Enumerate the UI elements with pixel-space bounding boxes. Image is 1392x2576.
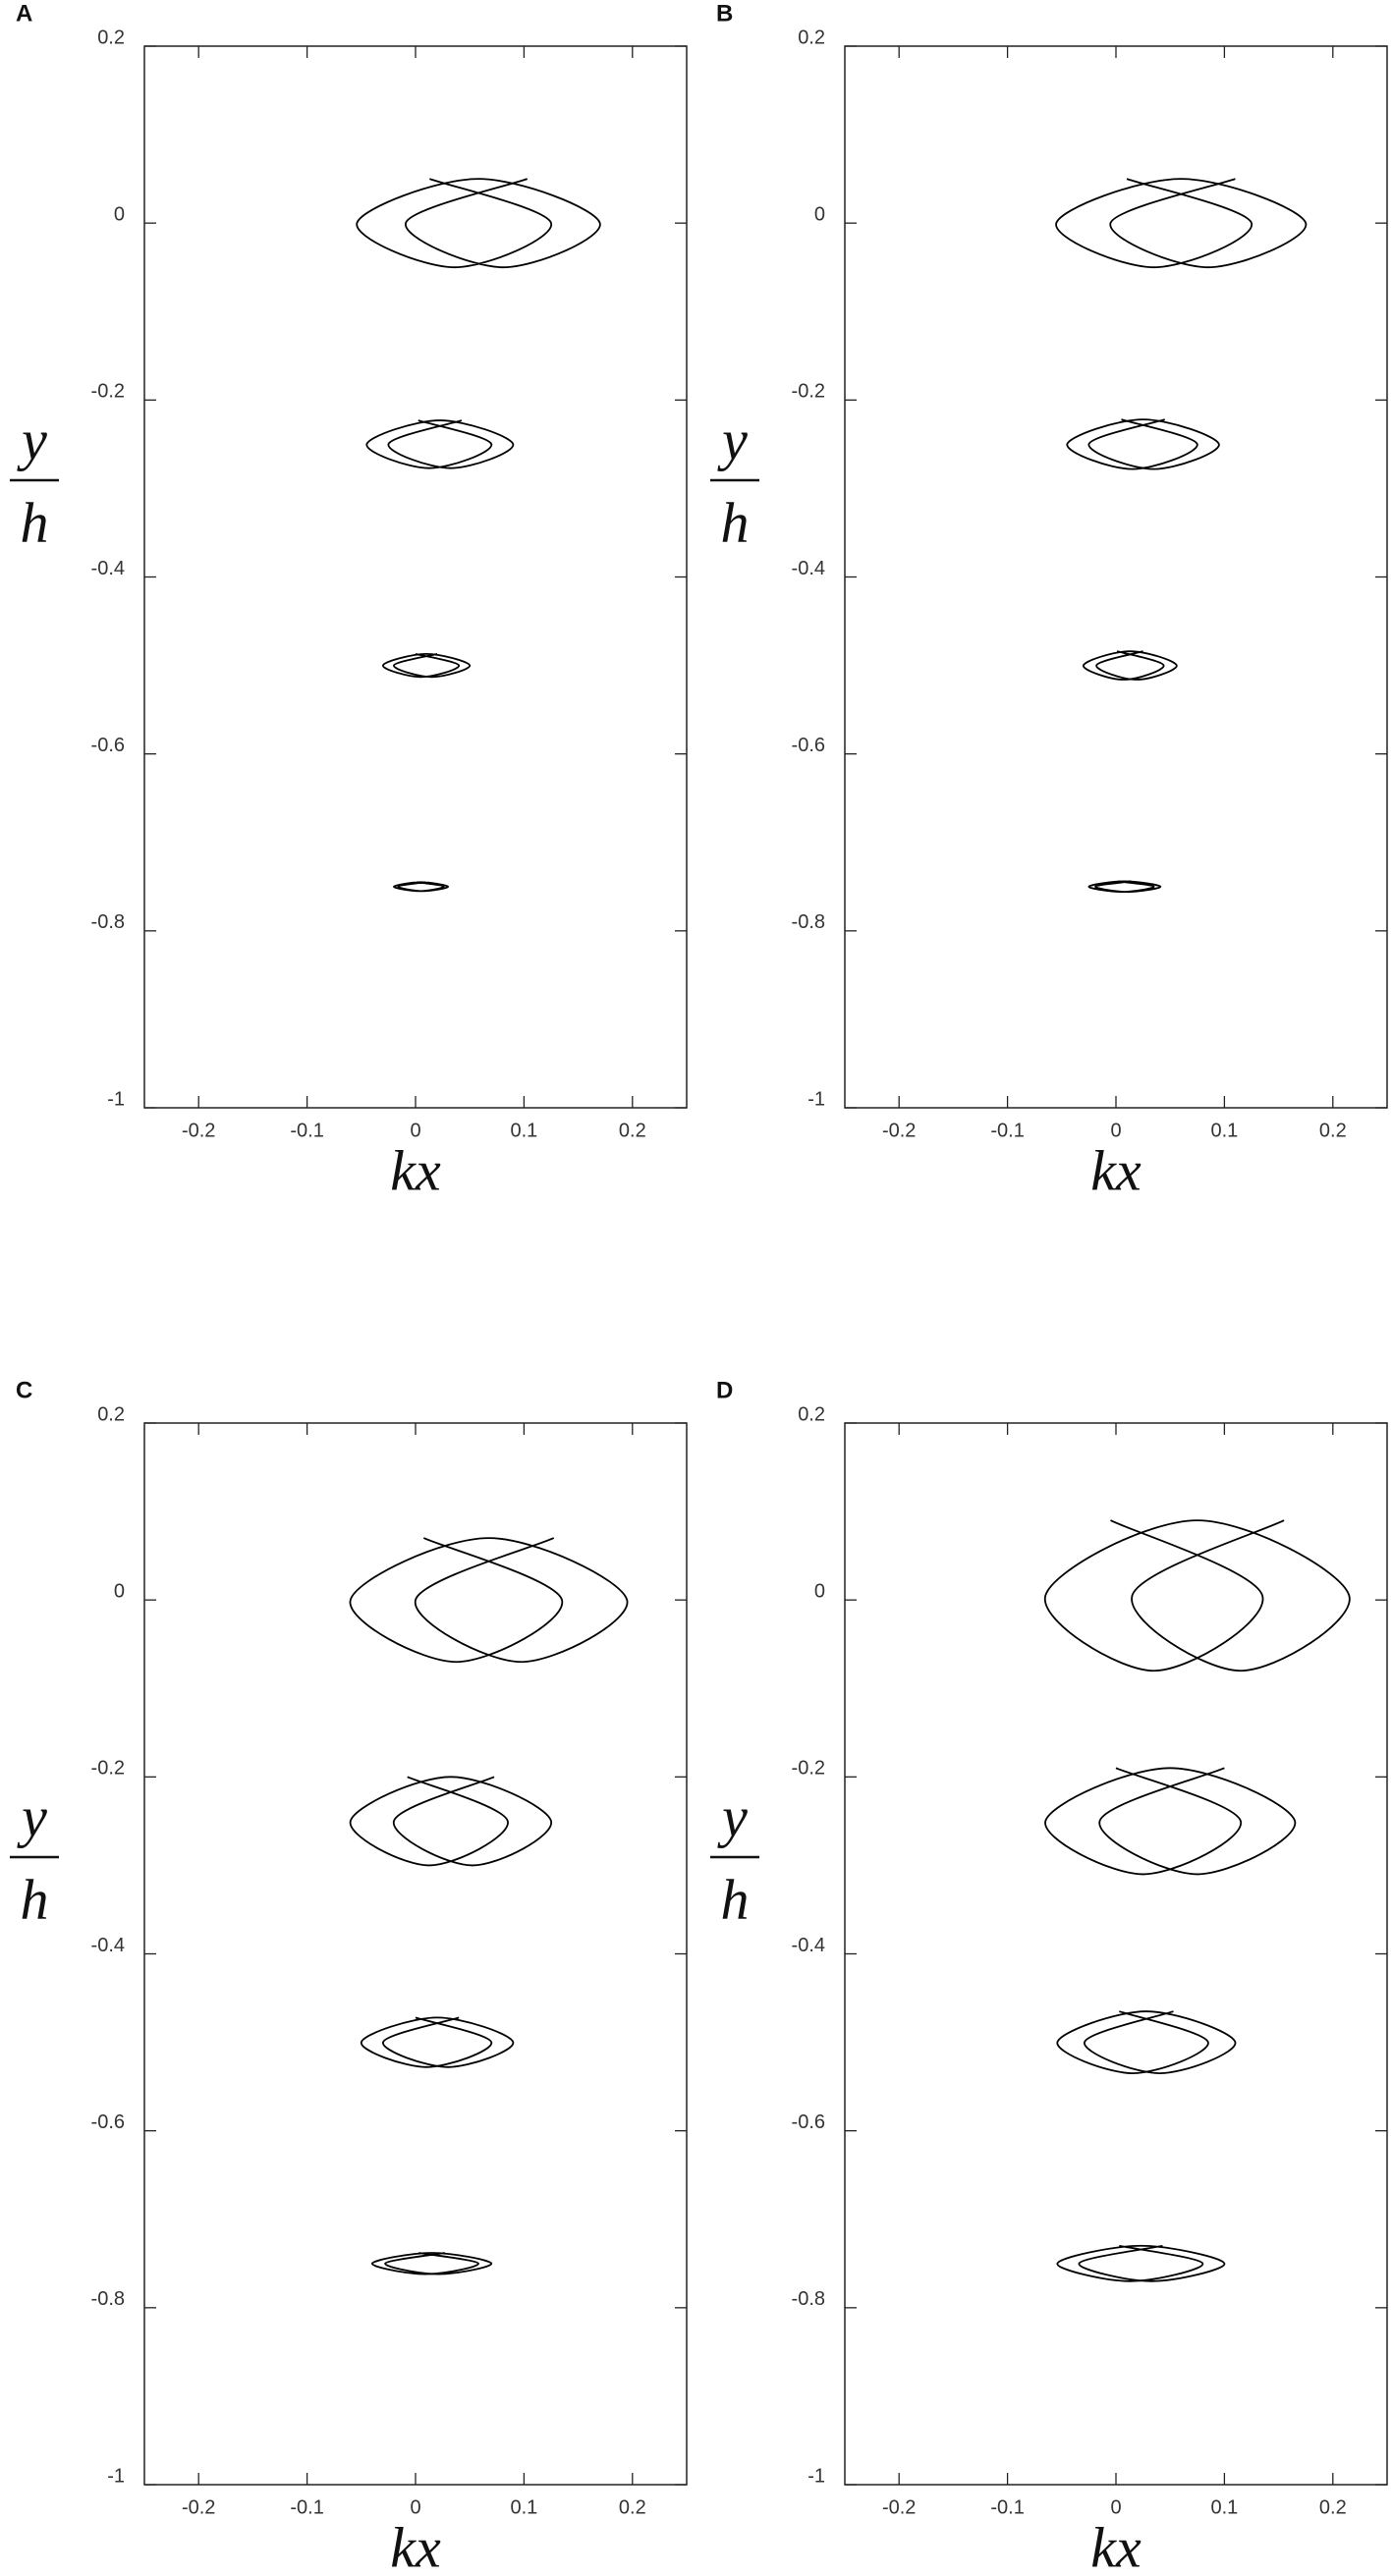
x-tick-label: 0	[1110, 2496, 1121, 2518]
y-tick-label: -0.6	[792, 735, 825, 756]
y-tick-label: -0.4	[792, 558, 825, 579]
trajectory	[1082, 650, 1178, 681]
y-tick-label: -0.4	[91, 1935, 125, 1956]
x-tick-label: -0.1	[990, 1120, 1024, 1141]
y-tick-label: 0.2	[97, 27, 125, 48]
x-tick-label: -0.1	[990, 2496, 1024, 2518]
panel-letter: D	[716, 1377, 733, 1403]
x-tick-label: 0.1	[1210, 1120, 1238, 1141]
panel-letter: A	[16, 0, 32, 27]
trajectory	[1056, 2010, 1237, 2075]
x-axis-label: kx	[390, 1138, 441, 1202]
trajectory	[370, 2252, 493, 2275]
y-tick-label: -1	[107, 2465, 125, 2487]
x-tick-label: -0.2	[882, 2496, 916, 2518]
x-tick-label: 0.1	[510, 1120, 537, 1141]
x-axis-label: kx	[390, 2515, 441, 2576]
x-tick-label: 0.2	[619, 2496, 646, 2518]
y-tick-label: 0	[114, 203, 125, 225]
plot-frame	[844, 45, 1388, 1109]
x-tick-label: 0	[410, 2496, 420, 2518]
panel-letter: C	[16, 1377, 32, 1403]
y-tick-label: -0.2	[91, 1758, 125, 1780]
y-tick-label: -0.8	[91, 2288, 125, 2310]
y-tick-label: -0.6	[792, 2111, 825, 2133]
x-tick-label: -0.2	[182, 1120, 215, 1141]
panel-letter: B	[716, 0, 733, 27]
y-tick-label: 0	[814, 1580, 825, 1602]
y-axis-label-numerator: y	[717, 1784, 748, 1848]
x-tick-label: 0.2	[619, 1120, 646, 1141]
y-axis-label-denominator: h	[721, 490, 750, 554]
y-axis-label-denominator: h	[21, 490, 49, 554]
trajectory	[1055, 178, 1308, 269]
y-tick-label: -0.2	[792, 1758, 825, 1780]
y-tick-label: -0.2	[91, 381, 125, 403]
trajectory	[1044, 1519, 1351, 1672]
plot-frame	[844, 1422, 1388, 2486]
y-axis-label-numerator: y	[17, 408, 47, 471]
trajectory	[381, 652, 472, 679]
x-tick-label: 0.2	[1319, 1120, 1347, 1141]
y-tick-label: -0.8	[792, 2288, 825, 2310]
plot-frame	[143, 45, 688, 1109]
trajectory	[1087, 880, 1162, 894]
x-tick-label: 0	[1110, 1120, 1121, 1141]
y-tick-label: -1	[807, 1088, 825, 1110]
y-axis-label-denominator: h	[721, 1867, 750, 1931]
x-tick-label: 0	[410, 1120, 420, 1141]
plot-frame	[143, 1422, 688, 2486]
y-tick-label: 0	[814, 203, 825, 225]
trajectory	[360, 2016, 515, 2068]
trajectory	[393, 881, 450, 893]
y-tick-label: -0.6	[91, 2111, 125, 2133]
y-axis-label-numerator: y	[17, 1784, 47, 1848]
x-tick-label: 0.2	[1319, 2496, 1347, 2518]
y-tick-label: -0.2	[792, 381, 825, 403]
x-tick-label: -0.1	[290, 2496, 323, 2518]
x-axis-label: kx	[1090, 2515, 1141, 2576]
y-tick-label: -1	[807, 2465, 825, 2487]
y-axis-label-numerator: y	[717, 408, 748, 471]
y-tick-label: -0.8	[792, 911, 825, 933]
x-tick-label: -0.2	[882, 1120, 916, 1141]
x-tick-label: 0.1	[510, 2496, 537, 2518]
trajectory	[1044, 1767, 1297, 1876]
y-axis-label-denominator: h	[21, 1867, 49, 1931]
x-tick-label: -0.2	[182, 2496, 215, 2518]
x-tick-label: -0.1	[290, 1120, 323, 1141]
y-tick-label: -0.6	[91, 735, 125, 756]
x-tick-label: 0.1	[1210, 2496, 1238, 2518]
y-tick-label: -0.4	[792, 1935, 825, 1956]
x-axis-label: kx	[1090, 1138, 1141, 1202]
y-tick-label: -1	[107, 1088, 125, 1110]
y-tick-label: 0	[114, 1580, 125, 1602]
trajectory	[356, 178, 601, 269]
trajectory	[349, 1776, 552, 1867]
y-tick-label: 0.2	[97, 1403, 125, 1425]
trajectory	[365, 419, 515, 469]
trajectory	[1066, 418, 1220, 470]
y-tick-label: 0.2	[798, 1403, 825, 1425]
y-tick-label: -0.8	[91, 911, 125, 933]
y-tick-label: -0.4	[91, 558, 125, 579]
trajectory	[349, 1537, 629, 1664]
y-tick-label: 0.2	[798, 27, 825, 48]
trajectory	[1056, 2244, 1226, 2282]
